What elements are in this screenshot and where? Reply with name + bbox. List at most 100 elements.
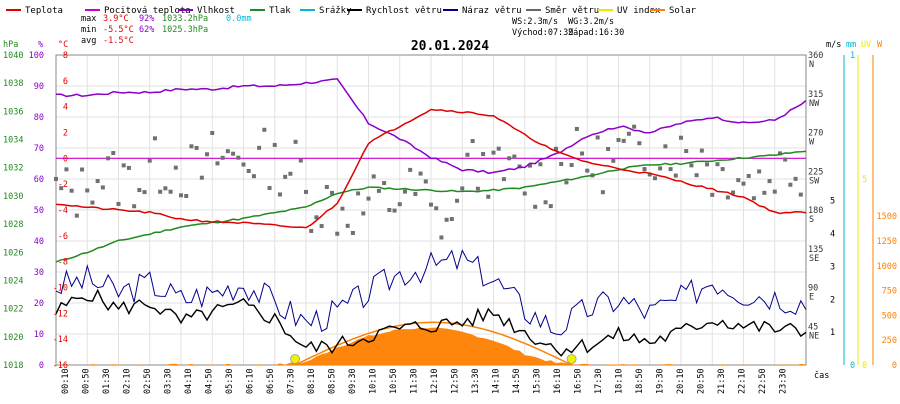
wind-dir-point bbox=[574, 126, 579, 131]
wind-dir-point bbox=[210, 130, 215, 135]
solar-max-curve bbox=[294, 321, 572, 366]
wind-dir-point bbox=[491, 150, 496, 155]
press-tick: 1034 bbox=[3, 136, 23, 146]
time-tick: 09:30 bbox=[348, 368, 358, 394]
wind-dir-point bbox=[652, 176, 657, 181]
dir-tick: 360 bbox=[808, 51, 823, 61]
wind-dir-point bbox=[100, 185, 105, 190]
wind-dir-point bbox=[543, 200, 548, 205]
time-tick: 00:10 bbox=[61, 368, 71, 394]
wind-dir-point bbox=[277, 192, 282, 197]
time-tick: 18:10 bbox=[615, 368, 625, 394]
wind-dir-point bbox=[527, 163, 532, 168]
ws-tick: 4 bbox=[830, 230, 835, 240]
wind-dir-point bbox=[251, 174, 256, 179]
dir-letter: NE bbox=[809, 331, 819, 341]
stat-temp: -5.5°C bbox=[103, 25, 134, 35]
wind-dir-point bbox=[741, 181, 746, 186]
time-tick: 16:50 bbox=[574, 368, 584, 394]
wind-dir-point bbox=[444, 217, 449, 222]
wind-dir-point bbox=[486, 194, 491, 199]
wind-dir-point bbox=[434, 206, 439, 211]
wind-dir-point bbox=[387, 208, 392, 213]
wind-dir-point bbox=[241, 162, 246, 167]
temp-tick: -2 bbox=[58, 180, 68, 190]
legend-label: Náraz větru bbox=[462, 6, 522, 16]
wind-dir-point bbox=[757, 169, 762, 174]
wind-dir-point bbox=[512, 154, 517, 159]
wind-dir-point bbox=[350, 230, 355, 235]
ws-tick: 5 bbox=[830, 197, 835, 207]
wind-dir-point bbox=[225, 149, 230, 154]
legend-label: Pocitová teplota bbox=[104, 6, 191, 16]
time-tick: 21:30 bbox=[717, 368, 727, 394]
dir-letter: N bbox=[809, 60, 814, 70]
time-tick: 01:30 bbox=[102, 368, 112, 394]
time-tick: 23:30 bbox=[779, 368, 789, 394]
temp-tick: 0 bbox=[63, 154, 68, 164]
wind-dir-point bbox=[595, 135, 600, 140]
hum-tick: 100 bbox=[29, 51, 44, 61]
time-tick: 22:10 bbox=[738, 368, 748, 394]
wind-dir-point bbox=[267, 186, 272, 191]
time-tick: 14:50 bbox=[512, 368, 522, 394]
wind-dir-point bbox=[319, 224, 324, 229]
wind-dir-point bbox=[184, 194, 189, 199]
solar-unit: W bbox=[877, 40, 883, 50]
wind-dir-point bbox=[132, 204, 137, 209]
wind-dir-point bbox=[137, 188, 142, 193]
hum-tick: 70 bbox=[34, 144, 44, 154]
temperature-line bbox=[55, 108, 807, 229]
stat-label: avg bbox=[81, 36, 96, 46]
wind-dir-point bbox=[413, 191, 418, 196]
solar-tick: 750 bbox=[882, 287, 897, 297]
wind-dir-point bbox=[382, 181, 387, 186]
wind-dir-point bbox=[179, 193, 183, 198]
stat-press: 1025.3hPa bbox=[162, 25, 208, 35]
time-tick: 07:30 bbox=[287, 368, 297, 394]
time-tick: 06:50 bbox=[266, 368, 276, 394]
time-unit: čas bbox=[814, 370, 829, 381]
hum-tick: 90 bbox=[34, 82, 44, 92]
wind-dir-point bbox=[111, 151, 116, 156]
wind-gust-info: WG:3.2m/s bbox=[568, 17, 614, 27]
stat-temp: -1.5°C bbox=[103, 36, 134, 46]
legend-label: Směr větru bbox=[545, 6, 599, 16]
ws-tick: 2 bbox=[830, 295, 835, 305]
solar-tick: 250 bbox=[882, 336, 897, 346]
wind-dir-point bbox=[705, 162, 710, 167]
dir-letter: E bbox=[809, 293, 814, 303]
hum-tick: 50 bbox=[34, 206, 44, 216]
wind-dir-point bbox=[475, 186, 480, 191]
ws-tick: 1 bbox=[830, 328, 835, 338]
wind-dir-point bbox=[767, 179, 772, 184]
wind-dir-point bbox=[392, 208, 397, 213]
press-tick: 1040 bbox=[3, 51, 23, 61]
time-tick: 00:50 bbox=[82, 368, 92, 394]
time-tick: 06:10 bbox=[246, 368, 256, 394]
wind-dir-point bbox=[455, 198, 460, 203]
wind-dir-point bbox=[746, 173, 751, 178]
wind-dir-point bbox=[699, 148, 704, 153]
wind-dir-point bbox=[548, 204, 553, 209]
temp-tick: 6 bbox=[63, 77, 68, 87]
wind-dir-point bbox=[194, 145, 199, 150]
pressure-line bbox=[55, 150, 807, 263]
dir-tick: 180 bbox=[808, 206, 823, 216]
wind-dir-point bbox=[731, 190, 736, 195]
time-tick: 13:30 bbox=[471, 368, 481, 394]
dir-tick: 225 bbox=[808, 167, 823, 177]
press-tick: 1036 bbox=[3, 107, 23, 117]
wind-dir-point bbox=[637, 141, 642, 146]
wind-speed-info: WS:2.3m/s bbox=[512, 17, 558, 27]
ws-tick: 3 bbox=[830, 262, 835, 272]
wind-dir-point bbox=[507, 156, 512, 161]
stat-hum: 62% bbox=[139, 25, 154, 35]
wind-dir-point bbox=[793, 176, 798, 181]
wind-dir-point bbox=[538, 162, 543, 167]
stat-hum: 92% bbox=[139, 14, 154, 24]
wind-dir-point bbox=[684, 149, 689, 154]
rain-tick: 1 bbox=[850, 51, 855, 61]
time-tick: 17:30 bbox=[594, 368, 604, 394]
